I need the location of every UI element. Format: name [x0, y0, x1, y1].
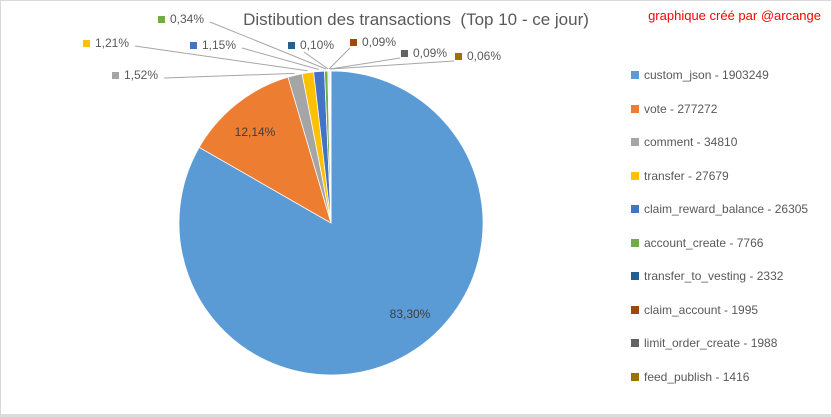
- legend-label: claim_account - 1995: [644, 302, 759, 317]
- slice-label-limit_order_create: 0,09%: [401, 46, 447, 60]
- legend-swatch-icon: [631, 372, 639, 381]
- legend-label: transfer_to_vesting - 2332: [644, 269, 784, 283]
- legend-item-custom_json: custom_json - 1903249: [631, 67, 808, 83]
- legend-swatch-icon: [631, 238, 639, 247]
- legend-swatch-icon: [631, 171, 639, 180]
- leader-line: [163, 72, 295, 79]
- slice-label-feed_publish: 0,06%: [455, 49, 501, 63]
- slice-label-claim_reward_balance: 1,15%: [190, 38, 236, 52]
- legend-swatch-icon: [631, 138, 639, 146]
- label-text: 0,09%: [362, 35, 397, 49]
- legend-item-vote: vote - 277272: [631, 101, 808, 117]
- label-text: 0,10%: [300, 38, 335, 52]
- label-swatch-icon: [401, 49, 408, 57]
- pie-slice-feed_publish: [330, 70, 332, 224]
- legend-swatch-icon: [631, 272, 639, 280]
- legend-swatch-icon: [631, 104, 639, 113]
- legend-label: custom_json - 1903249: [644, 68, 769, 82]
- legend-swatch-icon: [631, 339, 639, 347]
- legend-label: claim_reward_balance - 26305: [644, 202, 809, 216]
- label-swatch-icon: [190, 41, 197, 49]
- label-swatch-icon: [83, 39, 90, 47]
- label-text: 0,09%: [413, 46, 448, 60]
- slice-label-claim_account: 0,09%: [350, 35, 396, 49]
- slice-label-transfer: 1,21%: [83, 36, 129, 50]
- leader-line: [328, 47, 351, 70]
- legend-label: vote - 277272: [644, 101, 718, 116]
- label-swatch-icon: [112, 71, 119, 79]
- leader-line: [241, 47, 320, 70]
- label-text: 0,06%: [467, 49, 502, 63]
- slice-label-vote: 12,14%: [234, 125, 276, 139]
- legend-item-feed_publish: feed_publish - 1416: [631, 369, 808, 385]
- label-text: 1,21%: [95, 36, 130, 50]
- legend-item-claim_account: claim_account - 1995: [631, 302, 808, 318]
- legend-item-comment: comment - 34810: [631, 134, 808, 150]
- leader-line: [330, 60, 455, 70]
- slice-label-transfer_to_vesting: 0,10%: [288, 38, 334, 52]
- legend: custom_json - 1903249 vote - 277272 commen…: [631, 67, 808, 385]
- label-text: 0,34%: [170, 12, 205, 26]
- legend-swatch-icon: [631, 71, 639, 79]
- label-swatch-icon: [288, 41, 295, 49]
- legend-label: limit_order_create - 1988: [644, 336, 778, 350]
- label-swatch-icon: [455, 52, 462, 60]
- label-text: 1,15%: [202, 38, 237, 52]
- slice-label-custom_json: 83,30%: [389, 307, 431, 321]
- leader-line: [303, 51, 329, 70]
- label-swatch-icon: [350, 38, 357, 46]
- credit-text: graphique créé par @arcange: [648, 8, 821, 23]
- pie-slice-vote: [198, 76, 332, 224]
- legend-label: feed_publish - 1416: [644, 369, 750, 384]
- legend-item-transfer_to_vesting: transfer_to_vesting - 2332: [631, 268, 808, 284]
- legend-item-account_create: account_create - 7766: [631, 235, 808, 251]
- legend-swatch-icon: [631, 205, 639, 213]
- legend-label: comment - 34810: [644, 135, 738, 149]
- chart-title: Distibution des transactions (Top 10 - c…: [243, 10, 589, 29]
- legend-label: transfer - 27679: [644, 168, 729, 183]
- leader-line: [134, 45, 308, 72]
- leader-line: [209, 21, 327, 70]
- legend-label: account_create - 7766: [644, 235, 764, 250]
- legend-item-limit_order_create: limit_order_create - 1988: [631, 335, 808, 351]
- label-text: 1,52%: [124, 68, 159, 82]
- label-swatch-icon: [158, 15, 165, 23]
- slice-label-comment: 1,52%: [112, 68, 158, 82]
- legend-swatch-icon: [631, 305, 639, 314]
- legend-item-claim_reward_balance: claim_reward_balance - 26305: [631, 201, 808, 217]
- legend-item-transfer: transfer - 27679: [631, 168, 808, 184]
- slice-label-account_create: 0,34%: [158, 12, 204, 26]
- leader-line: [329, 57, 401, 70]
